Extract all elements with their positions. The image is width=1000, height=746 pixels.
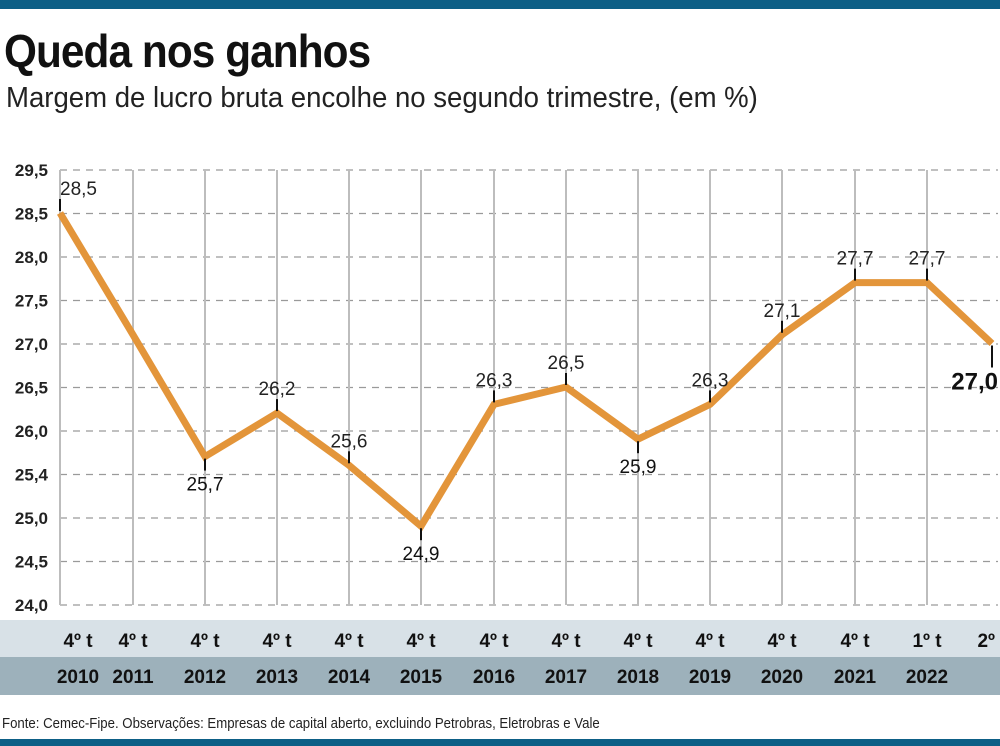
quarter-label: 4º t: [262, 631, 292, 652]
data-label: 25,7: [187, 475, 224, 496]
year-band: [0, 657, 1000, 695]
quarter-label: 1º t: [912, 631, 942, 652]
year-label: 2019: [689, 667, 731, 688]
quarter-label: 2º t: [977, 631, 1000, 652]
quarter-label: 4º t: [190, 631, 220, 652]
y-tick-label: 24,5: [15, 553, 48, 572]
data-label: 28,5: [60, 179, 97, 200]
year-label: 2011: [112, 667, 154, 688]
year-label: 2012: [184, 667, 226, 688]
y-tick-label: 27,5: [15, 292, 48, 311]
quarter-label: 4º t: [479, 631, 509, 652]
year-label: 2013: [256, 667, 298, 688]
data-label: 26,3: [476, 370, 513, 391]
year-label: 2020: [761, 667, 803, 688]
quarter-label: 4º t: [118, 631, 148, 652]
y-tick-label: 26,5: [15, 379, 48, 398]
quarter-label: 4º t: [551, 631, 581, 652]
quarter-label: 4º t: [767, 631, 797, 652]
year-label: 2014: [328, 667, 371, 688]
year-label: 2017: [545, 667, 587, 688]
data-label: 26,5: [548, 353, 585, 374]
data-label: 26,3: [692, 370, 729, 391]
quarter-label: 4º t: [840, 631, 870, 652]
data-label: 26,2: [259, 379, 296, 400]
quarter-label: 4º t: [334, 631, 364, 652]
chart-subtitle: Margem de lucro bruta encolhe no segundo…: [6, 82, 758, 114]
year-label: 2022: [906, 667, 948, 688]
year-label: 2015: [400, 667, 443, 688]
year-label: 2018: [617, 667, 659, 688]
chart-title: Queda nos ganhos: [4, 25, 371, 77]
year-label: 2021: [834, 667, 877, 688]
y-tick-label: 25,0: [15, 509, 48, 528]
year-label: 2016: [473, 667, 515, 688]
quarter-label: 4º t: [695, 631, 725, 652]
y-tick-label: 29,5: [15, 161, 48, 180]
year-label: 2010: [57, 667, 99, 688]
data-label: 27,0: [951, 369, 998, 396]
data-label: 27,1: [764, 301, 801, 322]
bottom-bar: [0, 739, 1000, 746]
y-tick-label: 26,0: [15, 422, 48, 441]
source-note: Fonte: Cemec-Fipe. Observações: Empresas…: [2, 715, 600, 732]
y-tick-label: 24,0: [15, 596, 48, 615]
y-tick-label: 28,0: [15, 248, 48, 267]
data-label: 25,9: [620, 457, 657, 478]
top-bar: [0, 0, 1000, 9]
data-label: 25,6: [331, 431, 368, 452]
quarter-label: 4º t: [623, 631, 653, 652]
y-tick-label: 27,0: [15, 335, 48, 354]
data-label: 27,7: [909, 249, 946, 270]
quarter-label: 4º t: [63, 631, 93, 652]
data-label: 27,7: [837, 249, 874, 270]
quarter-label: 4º t: [406, 631, 436, 652]
y-tick-label: 25,4: [15, 466, 49, 485]
y-tick-label: 28,5: [15, 205, 48, 224]
quarter-band: [0, 620, 1000, 657]
data-label: 24,9: [403, 544, 440, 565]
series-line: [56, 211, 995, 532]
